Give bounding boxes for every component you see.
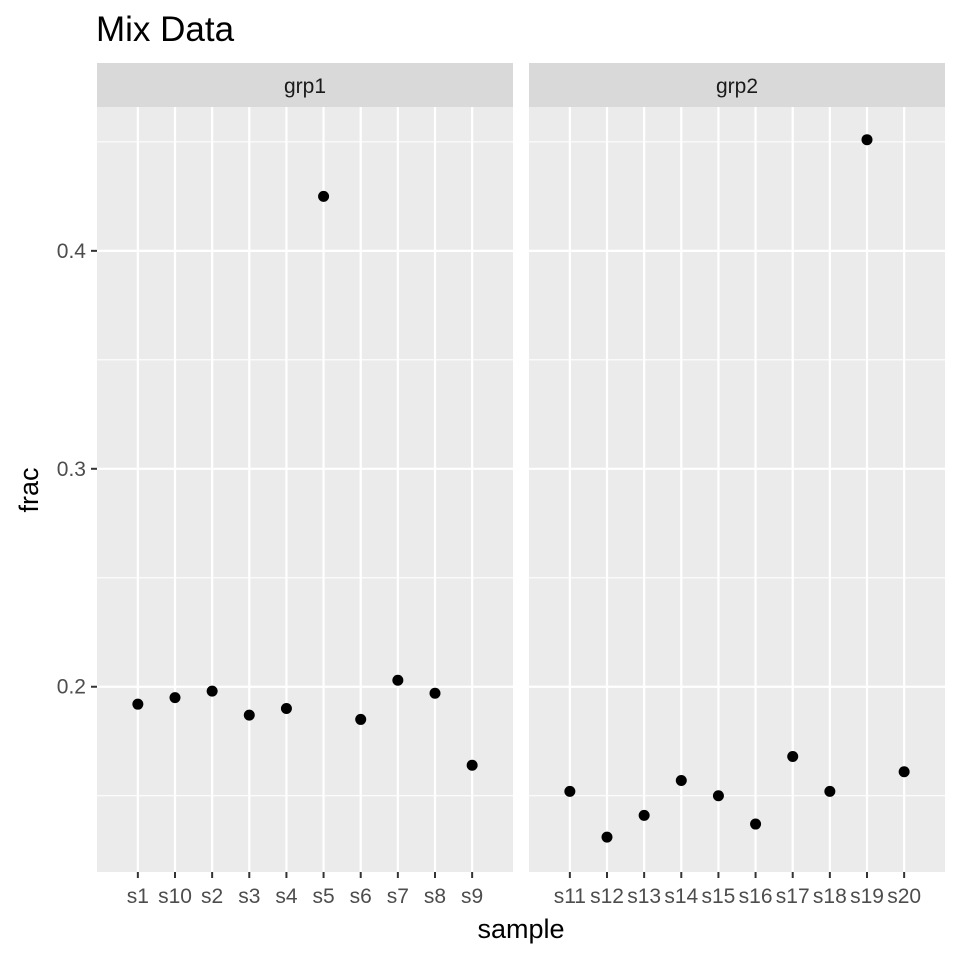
data-point [392, 674, 404, 686]
data-point [750, 818, 762, 830]
x-tick-label: s15 [701, 885, 735, 908]
x-tick-label: s2 [201, 885, 223, 908]
y-tick-label: 0.2 [57, 676, 86, 699]
x-axis-title: sample [477, 914, 564, 944]
y-axis-title: frac [14, 467, 44, 512]
data-point [206, 685, 218, 697]
data-point [564, 785, 576, 797]
facet-strip [529, 63, 945, 107]
x-tick-label: s10 [158, 885, 192, 908]
data-point [675, 774, 687, 786]
x-tick-label: s17 [776, 885, 810, 908]
facet-strip-label: grp2 [716, 75, 758, 98]
panel-background [97, 107, 513, 872]
x-tick-label: s11 [554, 885, 586, 908]
data-point [638, 809, 650, 821]
data-point [243, 709, 255, 721]
panel-background [529, 107, 945, 872]
x-tick-label: s14 [664, 885, 698, 908]
data-point [132, 698, 144, 710]
x-tick-label: s8 [424, 885, 446, 908]
facet-strip [97, 63, 513, 107]
x-tick-label: s5 [312, 885, 334, 908]
x-tick-label: s6 [350, 885, 372, 908]
y-axis: 0.2 0.3 0.4 [57, 240, 97, 699]
data-point [601, 831, 613, 843]
data-point [466, 759, 478, 771]
x-tick-label: s7 [387, 885, 409, 908]
chart-title: Mix Data [96, 10, 235, 49]
data-point [280, 703, 292, 715]
x-tick-label: s19 [850, 885, 884, 908]
x-tick-label: s13 [627, 885, 661, 908]
data-point [861, 134, 873, 146]
data-point [824, 785, 836, 797]
facet-panel-grp2: grp2 s11 s12 s13 s14 s15 s16 s17 s18 s19 s20 [529, 63, 945, 908]
data-point [898, 766, 910, 778]
x-tick-label: s16 [739, 885, 773, 908]
data-point [429, 687, 441, 699]
y-tick-label: 0.3 [57, 458, 86, 481]
x-tick-label: s3 [238, 885, 260, 908]
data-point [355, 713, 367, 725]
y-tick-label: 0.4 [57, 240, 87, 263]
data-point [787, 750, 799, 762]
x-tick-label: s12 [590, 885, 624, 908]
x-tick-label: s18 [813, 885, 847, 908]
x-tick-label: s20 [887, 885, 921, 908]
x-tick-label: s1 [127, 885, 149, 908]
data-point [318, 190, 330, 202]
data-point [169, 692, 181, 704]
x-tick-label: s4 [275, 885, 298, 908]
data-point [712, 790, 724, 802]
facet-panel-grp1: grp1 s1 s10 s2 s3 s4 s5 s6 s7 s8 s9 [97, 63, 513, 908]
x-tick-label: s9 [461, 885, 483, 908]
facet-strip-label: grp1 [284, 75, 326, 98]
